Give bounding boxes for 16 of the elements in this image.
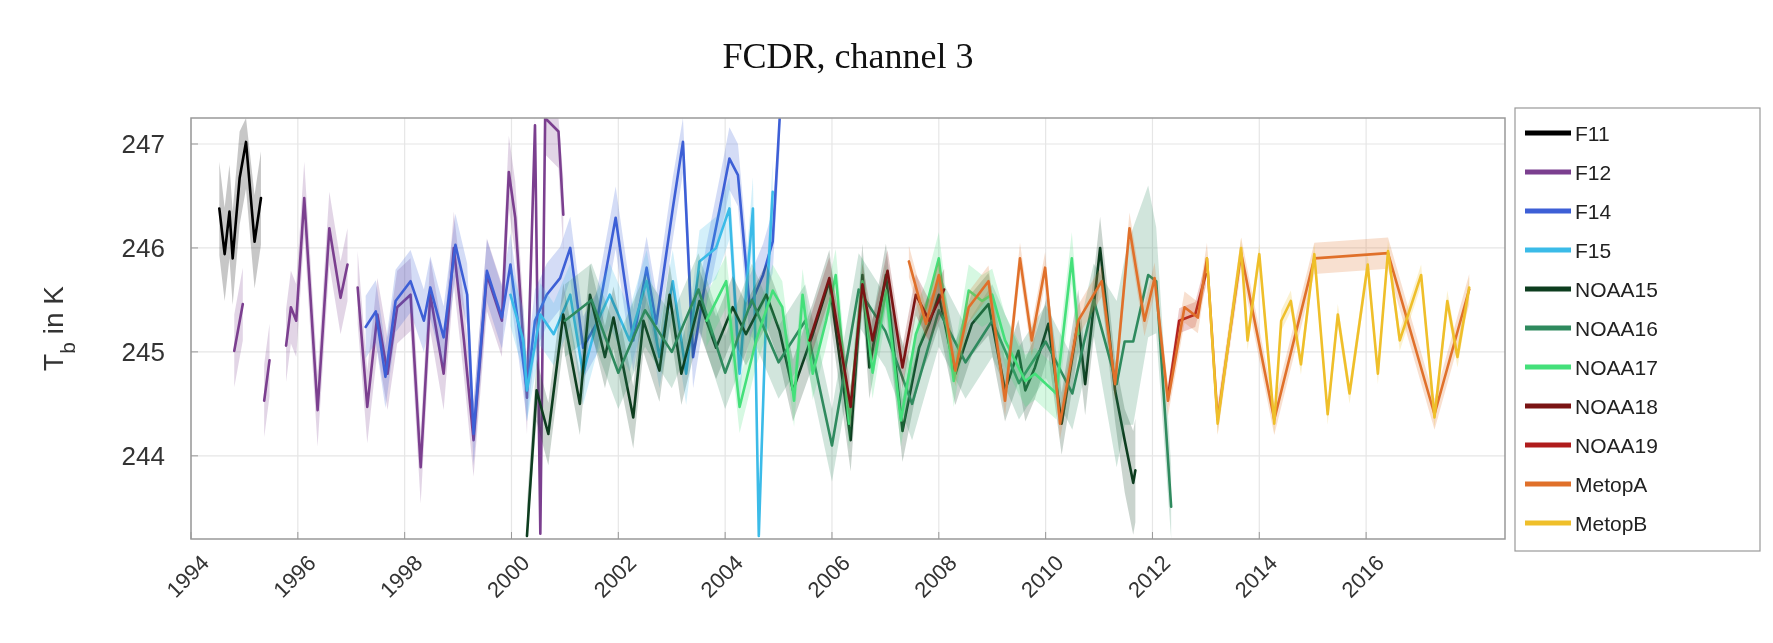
legend-label: NOAA15 xyxy=(1575,277,1658,301)
legend-label: NOAA16 xyxy=(1575,316,1658,340)
y-tick-label: 245 xyxy=(121,336,165,367)
y-tick-label: 246 xyxy=(121,232,165,263)
legend-label: MetopA xyxy=(1575,472,1648,496)
legend-label: F14 xyxy=(1575,199,1612,223)
legend-label: F12 xyxy=(1575,160,1612,184)
legend-label: NOAA17 xyxy=(1575,355,1658,379)
legend-label: MetopB xyxy=(1575,511,1648,535)
legend-label: NOAA19 xyxy=(1575,433,1658,457)
legend-label: F11 xyxy=(1575,121,1610,145)
legend-label: F15 xyxy=(1575,238,1612,262)
y-tick-label: 244 xyxy=(121,440,165,471)
y-tick-label: 247 xyxy=(121,128,165,159)
legend-label: NOAA18 xyxy=(1575,394,1658,418)
chart-title: FCDR, channel 3 xyxy=(722,36,974,76)
